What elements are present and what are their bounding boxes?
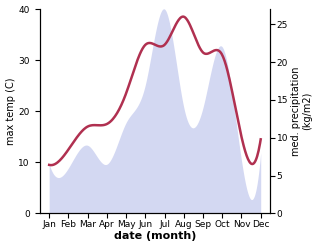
Y-axis label: med. precipitation
(kg/m2): med. precipitation (kg/m2) <box>291 66 313 156</box>
Y-axis label: max temp (C): max temp (C) <box>5 78 16 145</box>
X-axis label: date (month): date (month) <box>114 231 196 242</box>
